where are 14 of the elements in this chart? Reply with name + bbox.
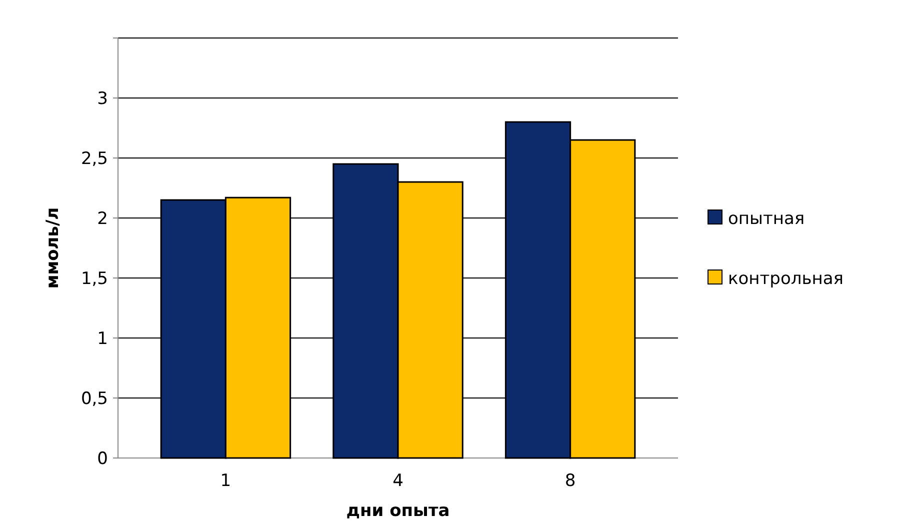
legend-label: опытная xyxy=(728,208,805,229)
y-tick-label: 0,5 xyxy=(80,388,108,409)
y-tick-label: 2 xyxy=(97,208,108,229)
y-tick-label: 0 xyxy=(97,448,108,469)
y-tick-label: 2,5 xyxy=(80,148,108,169)
x-tick-label: 4 xyxy=(392,471,404,491)
y-axis-title: ммоль/л xyxy=(43,207,63,289)
x-tick-label: 8 xyxy=(564,471,576,491)
x-axis-title: дни опыта xyxy=(346,501,450,521)
y-tick-label: 1 xyxy=(97,328,108,349)
y-tick-label: 3 xyxy=(97,88,108,109)
legend-label: контрольная xyxy=(728,268,844,289)
x-tick-label: 1 xyxy=(220,471,232,491)
y-tick-label: 1,5 xyxy=(80,268,108,289)
